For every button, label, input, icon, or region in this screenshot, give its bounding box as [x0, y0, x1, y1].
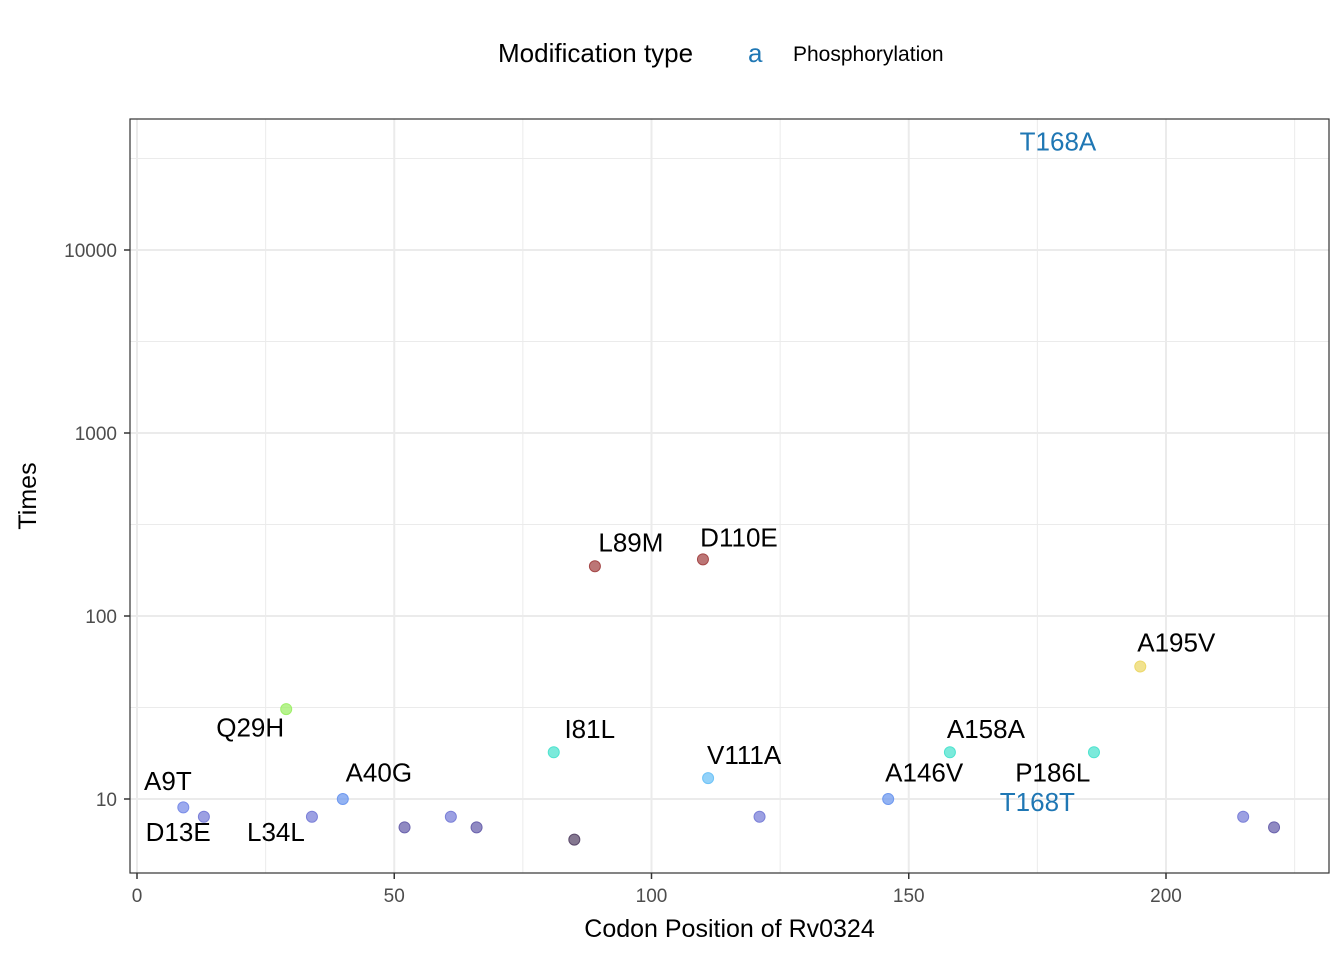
y-tick-label: 10: [96, 790, 117, 811]
x-tick-label: 200: [1150, 886, 1182, 907]
x-tick-label: 100: [636, 886, 668, 907]
data-point: [547, 746, 560, 759]
point-label: Q29H: [216, 712, 284, 742]
legend-key-glyph: a: [748, 38, 763, 68]
point-label: T168T: [1000, 787, 1075, 817]
point-label: D13E: [146, 817, 211, 847]
point-label: L34L: [247, 817, 305, 847]
data-point: [753, 810, 766, 823]
y-tick-label: 10000: [64, 241, 117, 262]
y-tick-label: 1000: [75, 424, 117, 445]
data-point: [336, 793, 349, 805]
point-label: L89M: [598, 528, 663, 558]
data-point: [398, 821, 411, 834]
data-point: [1268, 821, 1281, 834]
legend-title: Modification type: [498, 38, 693, 68]
grid-minor: [130, 119, 1329, 873]
point-label: A195V: [1137, 627, 1216, 657]
data-point: [1087, 746, 1100, 759]
point-label: A158A: [947, 714, 1026, 744]
data-point: [588, 560, 601, 573]
point-label: A40G: [346, 757, 413, 787]
y-axis-title: Times: [14, 462, 42, 529]
data-point: [444, 810, 457, 823]
data-point: [177, 801, 190, 814]
data-point: [882, 793, 895, 805]
panel-border: [129, 118, 1330, 874]
data-point: [280, 703, 293, 716]
x-axis-title: Codon Position of Rv0324: [584, 915, 875, 943]
point-label: V111A: [707, 740, 782, 770]
data-point: [1134, 660, 1147, 673]
x-tick-label: 150: [893, 886, 925, 907]
x-tick-label: 50: [384, 886, 405, 907]
data-point: [702, 772, 715, 785]
point-label: P186L: [1015, 757, 1090, 787]
data-point: [197, 810, 210, 823]
data-point: [696, 553, 709, 566]
data-point: [943, 746, 956, 759]
point-labels: A9T D13E Q29H L34L A40G I81L L89M D110E V111A A14…: [144, 126, 1216, 846]
data-point: [1237, 810, 1250, 823]
y-axis: 10 100 1000 10000: [64, 241, 130, 811]
data-point: [568, 833, 581, 846]
data-point: [305, 810, 318, 823]
grid-major: [130, 119, 1329, 873]
point-label: D110E: [700, 522, 778, 552]
y-tick-label: 100: [85, 607, 117, 628]
x-tick-label: 0: [132, 886, 143, 907]
legend: Modification type a Phosphorylation: [498, 38, 944, 68]
legend-entry-phosphorylation: Phosphorylation: [793, 43, 944, 66]
point-label: T168A: [1020, 126, 1097, 156]
data-points: [177, 553, 1281, 846]
data-point: [470, 821, 483, 834]
point-label: I81L: [564, 714, 615, 744]
point-label: A146V: [885, 757, 964, 787]
x-axis: 0 50 100 150 200: [132, 873, 1182, 907]
point-label: A9T: [144, 766, 192, 796]
